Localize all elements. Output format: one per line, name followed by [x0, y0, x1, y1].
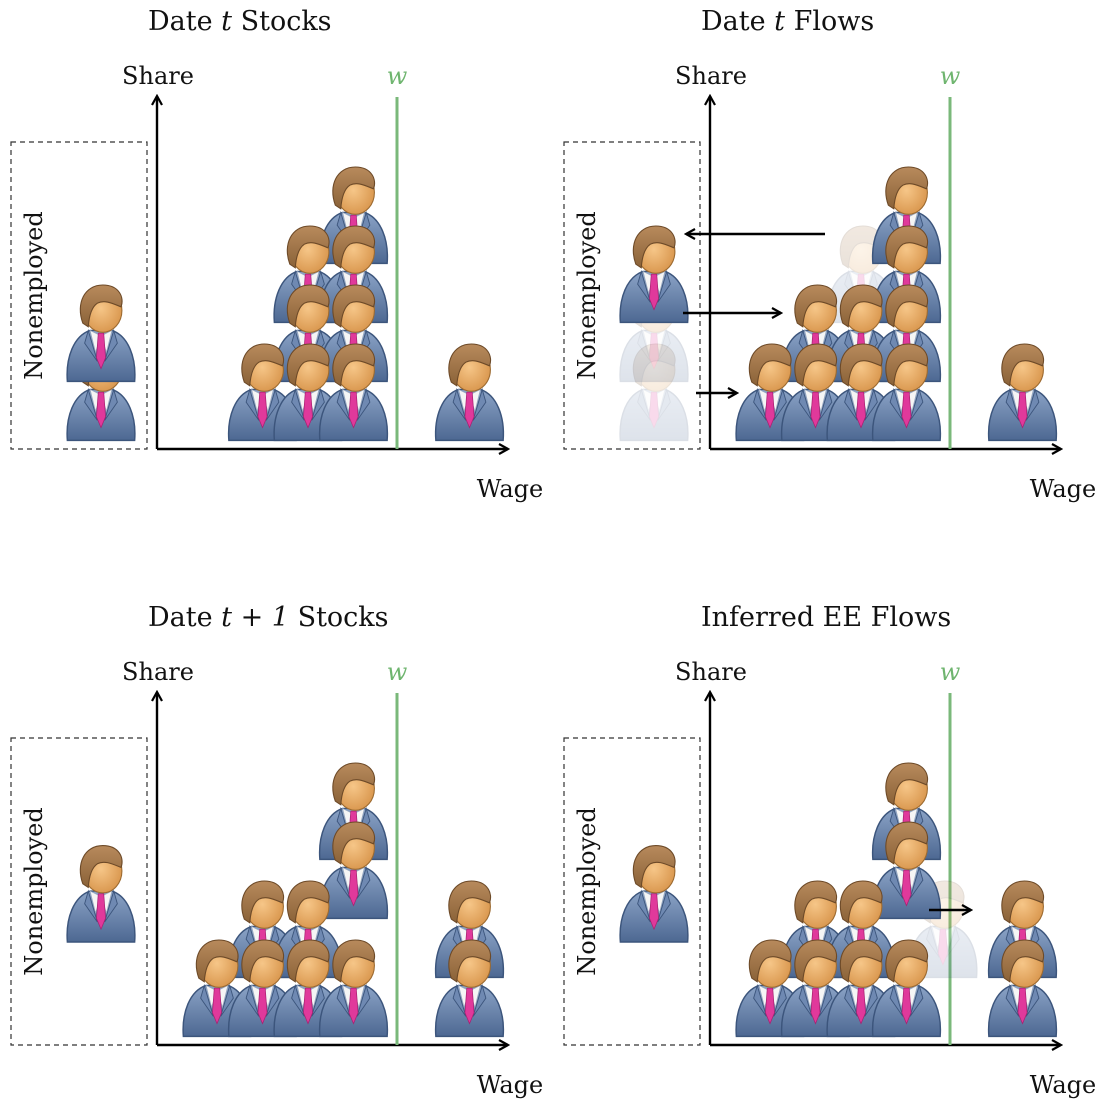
wage-threshold-label: w: [387, 658, 408, 686]
nonemployed-box: [10, 737, 148, 1046]
panel-title-suffix: Stocks: [289, 602, 389, 633]
panel-title: Date t Flows: [701, 6, 874, 37]
panel-title-variable: t: [221, 6, 232, 37]
nonemployed-person-icon: [66, 284, 136, 383]
x-axis-label: Wage: [1030, 475, 1096, 503]
wage-threshold-label: w: [940, 658, 961, 686]
employed-person-icon: [987, 343, 1058, 442]
x-axis-label: Wage: [477, 1071, 543, 1099]
y-axis-label: Share: [675, 62, 747, 90]
nonemployed-person-icon: [66, 844, 136, 943]
panel-title-text: Inferred EE Flows: [701, 602, 951, 633]
panel-title-text: Date: [701, 6, 774, 37]
wage-threshold-label: w: [387, 62, 408, 90]
y-axis-label: Share: [122, 62, 194, 90]
panel-title-suffix: Stocks: [232, 6, 332, 37]
panel-title-variable: t: [774, 6, 785, 37]
nonemployed-label: Nonemployed: [573, 211, 601, 379]
panel-3: Date t + 1 Stocks Nonemployed Share Wage w: [10, 602, 543, 1099]
nonemployed-label: Nonemployed: [573, 807, 601, 975]
y-axis-label: Share: [122, 658, 194, 686]
panel-4: Inferred EE Flows Nonemployed Share Wage w: [563, 602, 1096, 1099]
nonemployed-person-icon: [619, 225, 689, 324]
panel-title-text: Date: [148, 602, 221, 633]
panel-title-suffix: Flows: [785, 6, 874, 37]
x-axis-label: Wage: [1030, 1071, 1096, 1099]
nonemployed-box: [10, 141, 148, 450]
employed-person-icon: [434, 343, 505, 442]
nonemployed-box: [563, 141, 701, 450]
nonemployed-person-icon: [619, 844, 689, 943]
y-axis-label: Share: [675, 658, 747, 686]
panel-2: Date t Flows Nonemployed Share Wage w: [563, 6, 1096, 503]
wage-threshold-label: w: [940, 62, 961, 90]
nonemployed-box: [563, 737, 701, 1046]
panel-title: Inferred EE Flows: [701, 602, 951, 633]
x-axis-label: Wage: [477, 475, 543, 503]
panel-title-text: Date: [148, 6, 221, 37]
panel-title: Date t Stocks: [148, 6, 332, 37]
panel-1: Date t Stocks Nonemployed Share Wage w: [10, 6, 543, 503]
nonemployed-label: Nonemployed: [20, 807, 48, 975]
nonemployed-label: Nonemployed: [20, 211, 48, 379]
panel-title: Date t + 1 Stocks: [148, 602, 389, 633]
panel-title-variable: t + 1: [221, 602, 289, 633]
